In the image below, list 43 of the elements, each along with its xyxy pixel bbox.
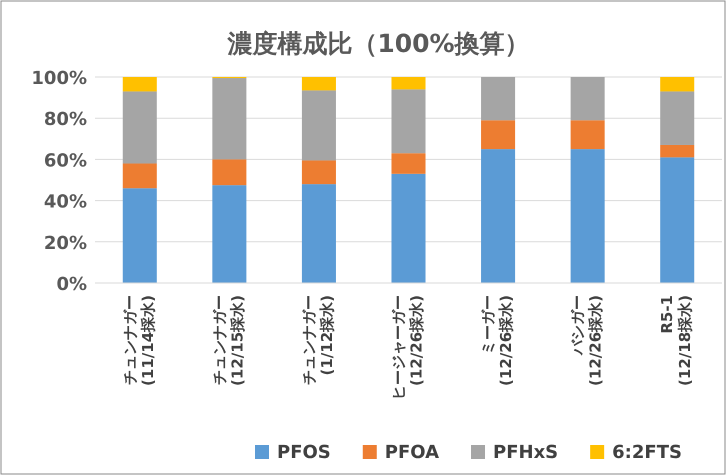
bar — [481, 149, 516, 283]
legend-label: 6:2FTS — [612, 442, 682, 463]
bar — [302, 160, 336, 184]
x-tick-label: ミーガー (12/26採水) — [479, 295, 516, 386]
bar — [122, 91, 157, 164]
bar — [660, 157, 694, 283]
x-tick-label: ヒージャーガー (12/26採水) — [390, 295, 426, 400]
x-tick-label: チュンナガー (12/15採水) — [210, 295, 246, 386]
bar — [391, 77, 426, 90]
y-tick-label: 80% — [44, 109, 87, 130]
bar — [122, 188, 157, 283]
x-tick-label: チュンナガー (11/14採水) — [120, 295, 157, 386]
bar — [570, 77, 605, 120]
x-tick-label: チュンナガー (1/12採水) — [300, 295, 336, 385]
legend-label: PFOA — [384, 442, 440, 463]
y-tick-label: 0% — [56, 274, 87, 295]
bar — [212, 159, 246, 186]
bar — [391, 174, 426, 283]
legend-label: PFOS — [277, 442, 331, 463]
bar — [570, 120, 605, 150]
x-tick-label: バシガー (12/26採水) — [568, 295, 605, 386]
bar — [570, 149, 605, 283]
bar — [391, 89, 426, 154]
bar — [122, 77, 157, 92]
bar — [391, 153, 426, 174]
bar — [660, 144, 694, 158]
bar — [660, 77, 694, 92]
chart-title: 濃度構成比（100%換算） — [226, 29, 530, 58]
y-tick-label: 40% — [44, 192, 87, 213]
x-tick-label: R5-1 (12/18採水) — [658, 295, 694, 386]
bar — [481, 120, 516, 150]
bar — [122, 164, 157, 188]
y-tick-label: 100% — [31, 68, 87, 89]
bar — [302, 77, 336, 90]
bar — [302, 184, 336, 283]
y-tick-label: 60% — [44, 150, 87, 172]
bar — [212, 78, 246, 160]
bar — [660, 91, 694, 145]
bar — [302, 90, 336, 160]
bar — [212, 185, 246, 283]
y-tick-label: 20% — [44, 232, 87, 254]
legend-label: PFHxS — [493, 442, 558, 463]
bar — [481, 77, 516, 120]
